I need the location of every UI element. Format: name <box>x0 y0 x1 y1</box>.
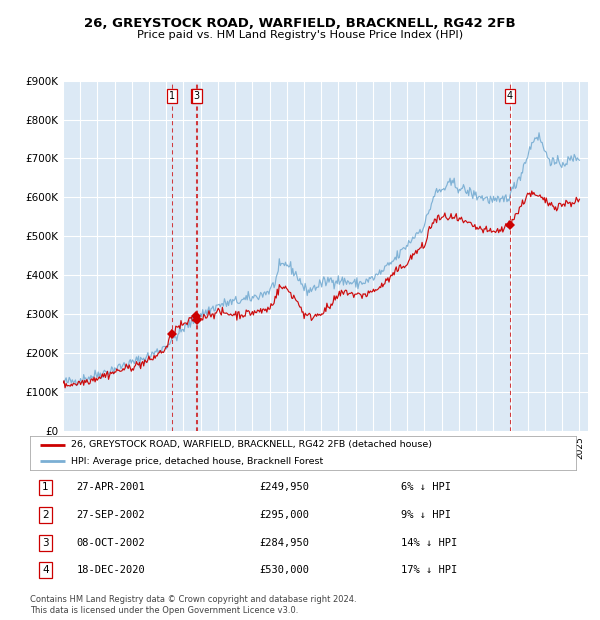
Text: £249,950: £249,950 <box>259 482 310 492</box>
Text: 17% ↓ HPI: 17% ↓ HPI <box>401 565 458 575</box>
Text: 3: 3 <box>194 91 200 101</box>
Text: 08-OCT-2002: 08-OCT-2002 <box>76 538 145 547</box>
Text: 26, GREYSTOCK ROAD, WARFIELD, BRACKNELL, RG42 2FB (detached house): 26, GREYSTOCK ROAD, WARFIELD, BRACKNELL,… <box>71 440 432 450</box>
Text: Contains HM Land Registry data © Crown copyright and database right 2024.: Contains HM Land Registry data © Crown c… <box>30 595 356 604</box>
Text: 4: 4 <box>507 91 513 101</box>
Text: £284,950: £284,950 <box>259 538 310 547</box>
Text: £295,000: £295,000 <box>259 510 310 520</box>
Text: This data is licensed under the Open Government Licence v3.0.: This data is licensed under the Open Gov… <box>30 606 298 616</box>
Text: 18-DEC-2020: 18-DEC-2020 <box>76 565 145 575</box>
Text: 26, GREYSTOCK ROAD, WARFIELD, BRACKNELL, RG42 2FB: 26, GREYSTOCK ROAD, WARFIELD, BRACKNELL,… <box>84 17 516 30</box>
Text: 14% ↓ HPI: 14% ↓ HPI <box>401 538 458 547</box>
Text: 2: 2 <box>42 510 49 520</box>
Text: 1: 1 <box>169 91 175 101</box>
Text: 3: 3 <box>42 538 49 547</box>
Text: 2: 2 <box>193 91 199 101</box>
Text: 1: 1 <box>42 482 49 492</box>
Text: 27-APR-2001: 27-APR-2001 <box>76 482 145 492</box>
Text: £530,000: £530,000 <box>259 565 310 575</box>
Text: HPI: Average price, detached house, Bracknell Forest: HPI: Average price, detached house, Brac… <box>71 456 323 466</box>
Text: 6% ↓ HPI: 6% ↓ HPI <box>401 482 451 492</box>
Text: 9% ↓ HPI: 9% ↓ HPI <box>401 510 451 520</box>
Text: 4: 4 <box>42 565 49 575</box>
Text: 27-SEP-2002: 27-SEP-2002 <box>76 510 145 520</box>
Text: Price paid vs. HM Land Registry's House Price Index (HPI): Price paid vs. HM Land Registry's House … <box>137 30 463 40</box>
